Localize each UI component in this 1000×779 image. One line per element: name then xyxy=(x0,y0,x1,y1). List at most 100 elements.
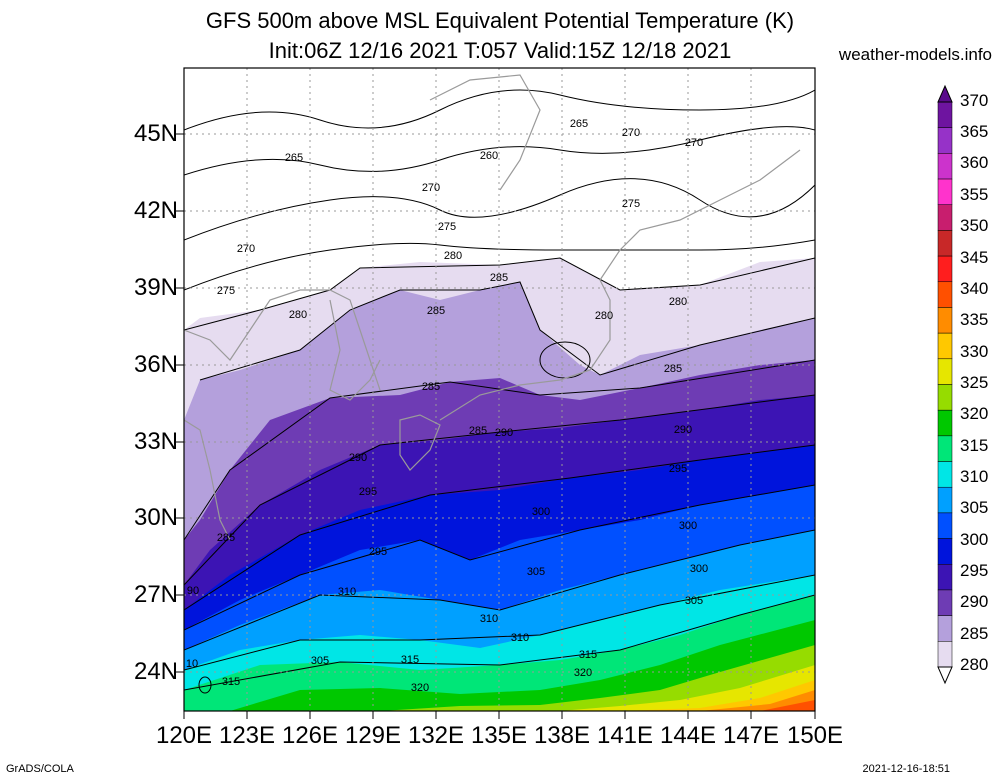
colorbar xyxy=(937,84,953,685)
colorbar-swatch xyxy=(937,486,953,514)
band-330 xyxy=(380,645,815,711)
contour-label: 280 xyxy=(289,309,307,321)
contour-label: 315 xyxy=(222,676,240,688)
contour-label: 310 xyxy=(480,613,498,625)
lat-label: 42N xyxy=(133,197,178,224)
contour-label: 285 xyxy=(422,381,440,393)
lon-label: 123E xyxy=(218,722,276,749)
lon-label: 129E xyxy=(344,722,402,749)
colorbar-swatch xyxy=(937,332,953,360)
contour-label: 285 xyxy=(217,532,235,544)
colorbar-label: 345 xyxy=(960,248,989,267)
colorbar-max-arrow xyxy=(937,84,953,103)
colorbar-swatch xyxy=(937,307,953,334)
colorbar-swatch xyxy=(937,204,953,231)
colorbar-label: 350 xyxy=(960,216,989,235)
lon-label: 150E xyxy=(786,722,844,749)
theta-e-field: 265 260 265 270 270 270 275 275 270 275 … xyxy=(184,68,815,711)
colorbar-label: 370 xyxy=(960,91,989,110)
lat-label: 39N xyxy=(133,274,178,301)
contour-label: 275 xyxy=(622,198,640,210)
contour-label: 285 xyxy=(490,272,508,284)
colorbar-label: 360 xyxy=(960,153,989,172)
contour-label: 275 xyxy=(217,285,235,297)
lat-label: 24N xyxy=(133,658,178,685)
lon-label: 138E xyxy=(533,722,591,749)
lon-label: 126E xyxy=(281,722,339,749)
contour-label: 290 xyxy=(495,427,513,439)
contour-label: 280 xyxy=(595,310,613,322)
contour-label: 300 xyxy=(679,520,697,532)
contour-label: 90 xyxy=(187,585,199,597)
contour-label: 265 xyxy=(285,152,303,164)
colorbar-swatch xyxy=(937,153,953,180)
lat-label: 36N xyxy=(133,351,178,378)
colorbar-swatch xyxy=(937,101,953,128)
contour-label: 270 xyxy=(422,182,440,194)
colorbar-swatch xyxy=(937,230,953,257)
contour-label: 305 xyxy=(311,655,329,667)
contour-label: 300 xyxy=(532,506,550,518)
colorbar-swatch xyxy=(937,641,953,668)
colorbar-swatch xyxy=(937,461,953,488)
colorbar-swatch xyxy=(937,615,953,642)
contour-label: 315 xyxy=(579,649,597,661)
contour-label: 295 xyxy=(359,486,377,498)
lon-label: 135E xyxy=(470,722,528,749)
contour-label: 285 xyxy=(469,425,487,437)
lon-label: 144E xyxy=(659,722,717,749)
contour-label: 285 xyxy=(664,363,682,375)
lon-label: 147E xyxy=(722,722,780,749)
footer-timestamp: 2021-12-16-18:51 xyxy=(862,763,950,775)
contour-labels: 265 260 265 270 270 270 275 275 270 275 … xyxy=(186,118,708,694)
footer-software: GrADS/COLA xyxy=(6,763,74,775)
colorbar-min-arrow xyxy=(937,666,953,685)
colorbar-label: 305 xyxy=(960,498,989,517)
contour-label: 320 xyxy=(574,667,592,679)
contour-label: 290 xyxy=(349,452,367,464)
contour-label: 310 xyxy=(511,632,529,644)
contour-label: 300 xyxy=(690,563,708,575)
colorbar-swatch xyxy=(937,281,953,308)
contour-label: 310 xyxy=(338,586,356,598)
colorbar-label: 310 xyxy=(960,467,989,486)
contour-label: 265 xyxy=(570,118,588,130)
contour-label: 270 xyxy=(622,127,640,139)
contour-label: 305 xyxy=(685,595,703,607)
band-350 xyxy=(760,700,815,711)
contour-label: 270 xyxy=(685,137,703,149)
colorbar-swatch xyxy=(937,358,953,385)
lat-label: 30N xyxy=(133,504,178,531)
contour-label: 270 xyxy=(237,243,255,255)
colorbar-swatch xyxy=(937,589,953,616)
contour-label: 260 xyxy=(480,150,498,162)
axis-ticks xyxy=(176,133,816,719)
colorbar-label: 340 xyxy=(960,279,989,298)
colorbar-label: 355 xyxy=(960,185,989,204)
colorbar-label: 285 xyxy=(960,624,989,643)
contour-label: 285 xyxy=(427,305,445,317)
site-credit: weather-models.info xyxy=(838,45,992,64)
contour-label: 10 xyxy=(186,658,198,670)
contour-label: 295 xyxy=(369,546,387,558)
colorbar-swatch xyxy=(937,384,953,411)
colorbar-swatch xyxy=(937,255,953,283)
colorbar-swatch xyxy=(937,564,953,591)
lon-label: 120E xyxy=(155,722,213,749)
contour-label: 280 xyxy=(444,250,462,262)
band-340 xyxy=(620,680,815,711)
colorbar-label: 300 xyxy=(960,530,989,549)
chart-title: GFS 500m above MSL Equivalent Potential … xyxy=(205,8,795,33)
colorbar-swatch xyxy=(937,409,953,437)
contour-label: 315 xyxy=(401,654,419,666)
lat-lon-grid xyxy=(184,68,815,711)
colorbar-label: 315 xyxy=(960,436,989,455)
contour-label: 305 xyxy=(527,566,545,578)
colorbar-label: 320 xyxy=(960,404,989,423)
lat-label: 45N xyxy=(133,120,178,147)
colorbar-label: 365 xyxy=(960,122,989,141)
contour-label: 280 xyxy=(669,296,687,308)
colorbar-label: 335 xyxy=(960,310,989,329)
coastlines xyxy=(184,74,801,541)
